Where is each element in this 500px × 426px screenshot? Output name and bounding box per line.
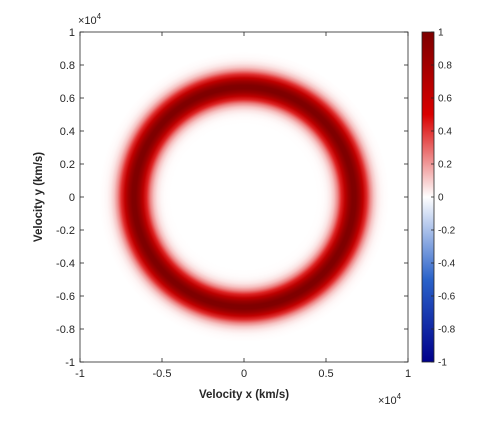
- y-tick-label: -1: [65, 357, 75, 369]
- x-tick-label: -0.5: [153, 368, 172, 380]
- heatmap-ring: [99, 52, 389, 342]
- y-tick-label: 0: [69, 192, 75, 204]
- colorbar-tick-label: -1: [438, 358, 447, 369]
- y-tick-label: -0.6: [56, 291, 75, 303]
- y-tick-label: -0.8: [56, 324, 75, 336]
- colorbar-tick-label: 1: [438, 28, 444, 39]
- y-axis-multiplier: ×104: [78, 12, 102, 27]
- x-tick-label: 0.5: [318, 368, 333, 380]
- y-tick-label: -0.2: [56, 225, 75, 237]
- y-tick-label: 0.4: [60, 126, 75, 138]
- colorbar-tick-label: 0.8: [438, 61, 452, 72]
- y-tick-label: 0.8: [60, 60, 75, 72]
- colorbar-tick-label: 0.6: [438, 94, 452, 105]
- x-tick-label: -1: [75, 368, 85, 380]
- colorbar-tick-label: -0.2: [438, 226, 456, 237]
- y-axis-ticks: -1 -0.8 -0.6 -0.4 -0.2 0 0.2 0.4 0.6 0.8 1: [56, 27, 408, 369]
- x-axis-ticks: -1 -0.5 0 0.5 1: [75, 32, 411, 380]
- colorbar-tick-label: 0.2: [438, 160, 452, 171]
- y-tick-label: 1: [69, 27, 75, 39]
- y-tick-label: 0.2: [60, 159, 75, 171]
- x-tick-label: 0: [241, 368, 247, 380]
- x-axis-multiplier: ×104: [378, 392, 402, 407]
- heatmap-layer: [99, 52, 389, 342]
- colorbar-tick-label: 0.4: [438, 127, 452, 138]
- colorbar-tick-label: -0.6: [438, 292, 456, 303]
- colorbar-tick-label: -0.8: [438, 325, 456, 336]
- x-axis-label: Velocity x (km/s): [199, 389, 289, 401]
- y-axis-label: Velocity y (km/s): [33, 152, 45, 242]
- y-tick-label: -0.4: [56, 258, 75, 270]
- x-tick-label: 1: [405, 368, 411, 380]
- y-tick-label: 0.6: [60, 93, 75, 105]
- colorbar-ticks: -1 -0.8 -0.6 -0.4 -0.2 0 0.2 0.4 0.6 0.8 1: [431, 28, 456, 369]
- colorbar-tick-label: -0.4: [438, 259, 456, 270]
- colorbar-tick-label: 0: [438, 193, 444, 204]
